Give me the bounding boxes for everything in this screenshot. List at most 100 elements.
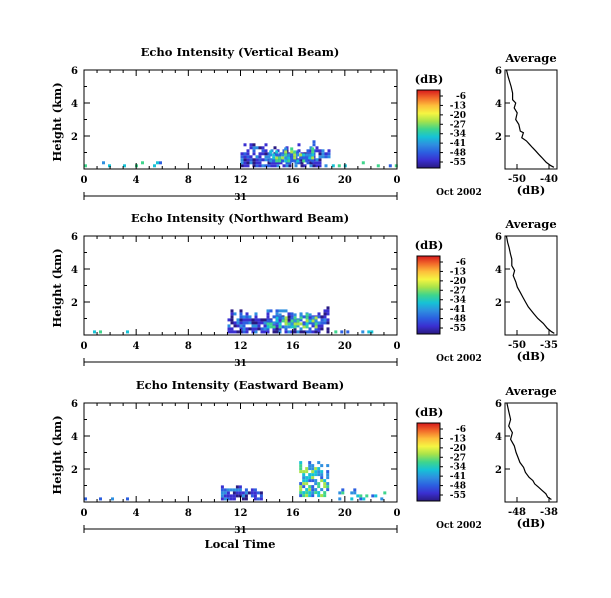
colorbar-scale bbox=[416, 422, 441, 502]
x-tick-label: 0 bbox=[394, 175, 401, 186]
average-y-tick-label: 6 bbox=[495, 232, 502, 243]
average-y-tick-label: 2 bbox=[495, 132, 502, 143]
colorbar-tick-label: -27 bbox=[450, 453, 466, 463]
x-tick-label: 8 bbox=[185, 508, 192, 519]
colorbar-tick-label: -55 bbox=[450, 491, 466, 501]
average-title: Average bbox=[504, 51, 556, 65]
average-frame bbox=[504, 235, 558, 336]
colorbar-tick-label: -41 bbox=[450, 305, 466, 315]
x-tick-label: 8 bbox=[185, 341, 192, 352]
vertical-beam-ylabel: Height (km) bbox=[50, 82, 64, 161]
vertical-beam-average-profile: Average 2 4 6 -50 -40(dB) bbox=[495, 51, 558, 197]
colorbar-tick-label: -48 bbox=[450, 315, 466, 325]
eastward-beam-panel: Echo Intensity (Eastward Beam) Height (k… bbox=[50, 378, 558, 536]
y-tick-label: 4 bbox=[71, 99, 78, 110]
average-x-tick-label: -50 bbox=[508, 174, 526, 185]
echo-region-core bbox=[266, 313, 318, 329]
x-tick-label: 16 bbox=[286, 175, 300, 186]
average-y-tick-label: 4 bbox=[495, 265, 502, 276]
y-tick-label: 4 bbox=[71, 432, 78, 443]
vertical-beam-colorbar: (dB) -6-13-20-27-34-41-48-55 bbox=[415, 72, 466, 169]
northward-beam-colorbar: (dB) -6-13-20-27-34-41-48-55 bbox=[415, 238, 466, 335]
colorbar-tick-label: -27 bbox=[450, 286, 466, 296]
northward-beam-ylabel: Height (km) bbox=[50, 248, 64, 327]
x-tick-label: 4 bbox=[133, 341, 140, 352]
colorbar-tick-label: -55 bbox=[450, 158, 466, 168]
eastward-beam-average-profile: Average 2 4 6 -48 -38(dB) bbox=[495, 384, 558, 530]
x-tick-label: 20 bbox=[338, 341, 352, 352]
average-profile-line bbox=[505, 69, 555, 168]
x-tick-label: 20 bbox=[338, 508, 352, 519]
average-xlabel: (dB) bbox=[517, 183, 546, 197]
x-tick-label: 16 bbox=[286, 508, 300, 519]
colorbar-tick-label: -13 bbox=[450, 434, 466, 444]
colorbar-tick-label: -34 bbox=[450, 463, 466, 473]
vertical-beam-heatmap: 0 4 8 12 16 20 0 2 4 6 31 Oct 2002 bbox=[71, 66, 482, 203]
echo-region-core bbox=[269, 147, 315, 163]
average-y-tick-label: 2 bbox=[495, 465, 502, 476]
colorbar-tick-label: -20 bbox=[450, 444, 466, 454]
colorbar-tick-label: -20 bbox=[450, 111, 466, 121]
y-tick-label: 6 bbox=[71, 399, 78, 410]
vertical-beam-panel: Echo Intensity (Vertical Beam) Height (k… bbox=[50, 45, 558, 203]
colorbar-unit-label: (dB) bbox=[415, 72, 444, 86]
colorbar-tick-label: -27 bbox=[450, 120, 466, 130]
y-tick-label: 2 bbox=[71, 298, 78, 309]
x-tick-label: 0 bbox=[394, 508, 401, 519]
x-tick-label: 16 bbox=[286, 341, 300, 352]
y-tick-label: 6 bbox=[71, 232, 78, 243]
x-tick-label: 0 bbox=[81, 341, 88, 352]
average-x-tick-label: -35 bbox=[540, 340, 558, 351]
northward-beam-heatmap: 0 4 8 12 16 20 0 2 4 6 31 Oct 2002 bbox=[71, 232, 482, 369]
x-axis-label: Local Time bbox=[205, 537, 276, 551]
average-xlabel: (dB) bbox=[517, 349, 546, 363]
average-frame bbox=[504, 402, 558, 503]
northward-beam-title: Echo Intensity (Northward Beam) bbox=[131, 211, 349, 225]
average-title: Average bbox=[504, 217, 556, 231]
colorbar-tick-label: -6 bbox=[456, 258, 466, 268]
average-profile-line bbox=[506, 402, 552, 501]
colorbar-tick-label: -13 bbox=[450, 267, 466, 277]
colorbar-tick-label: -6 bbox=[456, 425, 466, 435]
x-tick-label: 12 bbox=[234, 341, 248, 352]
colorbar-scale bbox=[416, 89, 441, 169]
average-x-tick-label: -38 bbox=[540, 507, 558, 518]
y-tick-label: 6 bbox=[71, 66, 78, 77]
colorbar-tick-label: -55 bbox=[450, 324, 466, 334]
y-tick-label: 2 bbox=[71, 465, 78, 476]
average-xlabel: (dB) bbox=[517, 516, 546, 530]
x-tick-label: 12 bbox=[234, 508, 248, 519]
colorbar-tick-label: -13 bbox=[450, 101, 466, 111]
vertical-beam-title: Echo Intensity (Vertical Beam) bbox=[141, 45, 340, 59]
y-tick-label: 2 bbox=[71, 132, 78, 143]
eastward-beam-heatmap: 0 4 8 12 16 20 0 2 4 6 31 Oct 2002 bbox=[71, 399, 482, 536]
colorbar-tick-label: -34 bbox=[450, 130, 466, 140]
average-profile-line bbox=[505, 235, 555, 334]
date-label: Oct 2002 bbox=[436, 188, 482, 198]
colorbar-scale bbox=[416, 255, 441, 335]
colorbar-tick-label: -41 bbox=[450, 472, 466, 482]
date-label: Oct 2002 bbox=[436, 521, 482, 531]
colorbar-tick-label: -48 bbox=[450, 149, 466, 159]
colorbar-tick-label: -34 bbox=[450, 296, 466, 306]
x-tick-label: 20 bbox=[338, 175, 352, 186]
x-tick-label: 0 bbox=[81, 508, 88, 519]
average-y-tick-label: 6 bbox=[495, 66, 502, 77]
echo-region-weak bbox=[334, 330, 374, 334]
day-label: 31 bbox=[234, 359, 247, 369]
average-y-tick-label: 4 bbox=[495, 99, 502, 110]
day-label: 31 bbox=[234, 193, 247, 203]
date-label: Oct 2002 bbox=[436, 354, 482, 364]
northward-beam-panel: Echo Intensity (Northward Beam) Height (… bbox=[50, 211, 558, 369]
average-x-tick-label: -48 bbox=[508, 507, 526, 518]
x-tick-label: 0 bbox=[81, 175, 88, 186]
colorbar-tick-label: -48 bbox=[450, 482, 466, 492]
x-tick-label: 4 bbox=[133, 508, 140, 519]
eastward-beam-title: Echo Intensity (Eastward Beam) bbox=[136, 378, 344, 392]
average-title: Average bbox=[504, 384, 556, 398]
northward-beam-average-profile: Average 2 4 6 -50 -35(dB) bbox=[495, 217, 558, 363]
colorbar-tick-label: -6 bbox=[456, 92, 466, 102]
average-y-tick-label: 6 bbox=[495, 399, 502, 410]
day-label: 31 bbox=[234, 526, 247, 536]
x-tick-label: 0 bbox=[394, 341, 401, 352]
